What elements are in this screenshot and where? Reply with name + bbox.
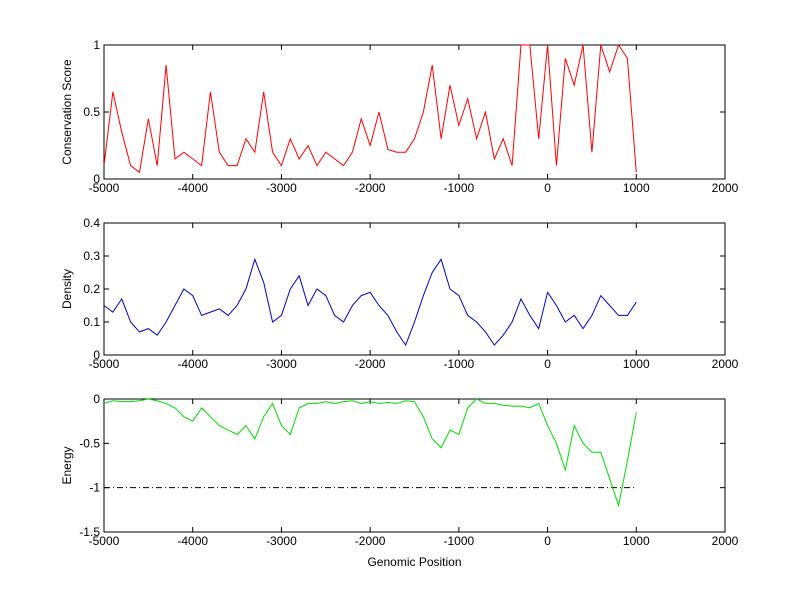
x-tick-label: -5000 bbox=[89, 357, 120, 371]
x-tick-label: -5000 bbox=[89, 181, 120, 195]
y-tick-label: 0 bbox=[93, 348, 100, 362]
x-tick-label: -4000 bbox=[177, 181, 208, 195]
x-tick-label: 0 bbox=[544, 181, 551, 195]
y-axis-label: Conservation Score bbox=[60, 59, 74, 165]
y-tick-label: 0.1 bbox=[83, 315, 100, 329]
data-line bbox=[103, 257, 637, 347]
y-tick-label: 0.3 bbox=[83, 249, 100, 263]
x-tick-label: 1000 bbox=[623, 357, 650, 371]
y-tick-label: -1 bbox=[89, 481, 100, 495]
y-tick-label: 0 bbox=[93, 392, 100, 406]
plot-area bbox=[103, 222, 726, 356]
x-tick-label: 0 bbox=[544, 534, 551, 548]
x-tick-label: -3000 bbox=[266, 357, 297, 371]
x-tick-label: -4000 bbox=[177, 534, 208, 548]
y-tick-label: 0.2 bbox=[83, 282, 100, 296]
x-tick-label: 2000 bbox=[712, 181, 739, 195]
y-tick-label: 0 bbox=[93, 172, 100, 186]
x-tick-label: -5000 bbox=[89, 534, 120, 548]
y-tick-label: 0.5 bbox=[83, 105, 100, 119]
x-tick-label: -2000 bbox=[355, 357, 386, 371]
plot-area bbox=[103, 398, 726, 533]
x-tick-label: -2000 bbox=[355, 534, 386, 548]
x-tick-label: -1000 bbox=[444, 357, 475, 371]
y-tick-label: -0.5 bbox=[79, 436, 100, 450]
data-line bbox=[103, 43, 637, 174]
x-tick-label: 1000 bbox=[623, 181, 650, 195]
x-tick-label: -1000 bbox=[444, 534, 475, 548]
x-tick-label: -1000 bbox=[444, 181, 475, 195]
x-tick-label: -4000 bbox=[177, 357, 208, 371]
y-axis-label: Energy bbox=[60, 446, 74, 484]
x-tick-label: 1000 bbox=[623, 534, 650, 548]
x-tick-label: 0 bbox=[544, 357, 551, 371]
x-tick-label: -3000 bbox=[266, 534, 297, 548]
y-axis-label: Density bbox=[60, 269, 74, 309]
x-tick-label: -2000 bbox=[355, 181, 386, 195]
x-axis-label: Genomic Position bbox=[367, 555, 461, 569]
x-tick-label: -3000 bbox=[266, 181, 297, 195]
x-tick-label: 2000 bbox=[712, 357, 739, 371]
y-tick-label: -1.5 bbox=[79, 525, 100, 539]
x-tick-label: 2000 bbox=[712, 534, 739, 548]
data-line bbox=[103, 398, 637, 508]
y-tick-label: 0.4 bbox=[83, 216, 100, 230]
plot-area bbox=[103, 44, 726, 180]
y-tick-label: 1 bbox=[93, 38, 100, 52]
